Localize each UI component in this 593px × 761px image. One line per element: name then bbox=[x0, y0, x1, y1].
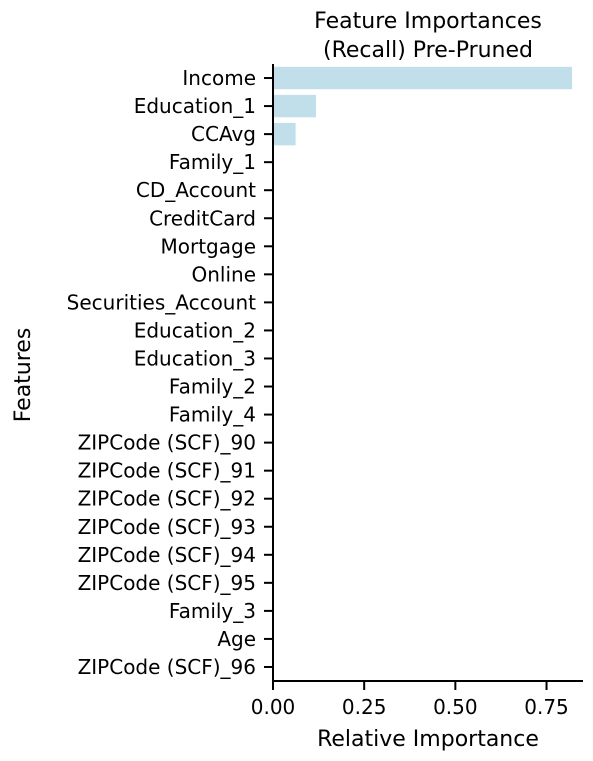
y-tick-label: Family_3 bbox=[169, 599, 256, 623]
y-tick-label: ZIPCode (SCF)_92 bbox=[78, 487, 256, 511]
y-tick-label: Income bbox=[182, 66, 256, 90]
chart-title-line-2: (Recall) Pre-Pruned bbox=[323, 38, 533, 63]
x-tick-label: 0.75 bbox=[524, 695, 569, 719]
y-tick-label: Education_1 bbox=[134, 94, 256, 118]
x-ticks-group: 0.00 0.25 0.50 0.75 bbox=[251, 681, 569, 719]
y-tick-label: ZIPCode (SCF)_93 bbox=[78, 515, 256, 539]
chart-title-line-1: Feature Importances bbox=[314, 9, 542, 34]
y-tick-label: ZIPCode (SCF)_95 bbox=[78, 571, 256, 595]
bar bbox=[273, 94, 317, 118]
y-tick-label: Age bbox=[217, 627, 256, 651]
y-tick-label: Education_3 bbox=[134, 346, 256, 370]
y-axis-title: Features bbox=[11, 328, 36, 423]
y-tick-label: Securities_Account bbox=[67, 290, 256, 314]
y-tick-label: ZIPCode (SCF)_96 bbox=[78, 655, 256, 679]
x-tick-label: 0.50 bbox=[433, 695, 478, 719]
y-tick-label: CreditCard bbox=[149, 206, 256, 230]
y-tick-label: Family_2 bbox=[169, 375, 256, 399]
bar bbox=[273, 122, 296, 146]
y-tick-label: ZIPCode (SCF)_94 bbox=[78, 543, 256, 567]
y-tick-label: Mortgage bbox=[160, 234, 256, 258]
bar bbox=[273, 66, 573, 90]
y-tick-label: Family_4 bbox=[169, 403, 256, 427]
y-tick-label: Online bbox=[191, 262, 256, 286]
y-tick-label: Family_1 bbox=[169, 150, 256, 174]
x-tick-label: 0.00 bbox=[251, 695, 296, 719]
y-tick-label: CD_Account bbox=[136, 178, 256, 202]
y-tick-label: CCAvg bbox=[191, 122, 256, 146]
y-tick-label: Education_2 bbox=[134, 318, 256, 342]
bars-group bbox=[273, 66, 573, 146]
y-tick-label: ZIPCode (SCF)_90 bbox=[78, 431, 256, 455]
y-tick-label: ZIPCode (SCF)_91 bbox=[78, 459, 256, 483]
y-ticks-group: Income Education_1 CCAvg Family_1 CD_Account… bbox=[67, 66, 273, 679]
x-axis-title: Relative Importance bbox=[317, 727, 539, 752]
x-tick-label: 0.25 bbox=[342, 695, 387, 719]
